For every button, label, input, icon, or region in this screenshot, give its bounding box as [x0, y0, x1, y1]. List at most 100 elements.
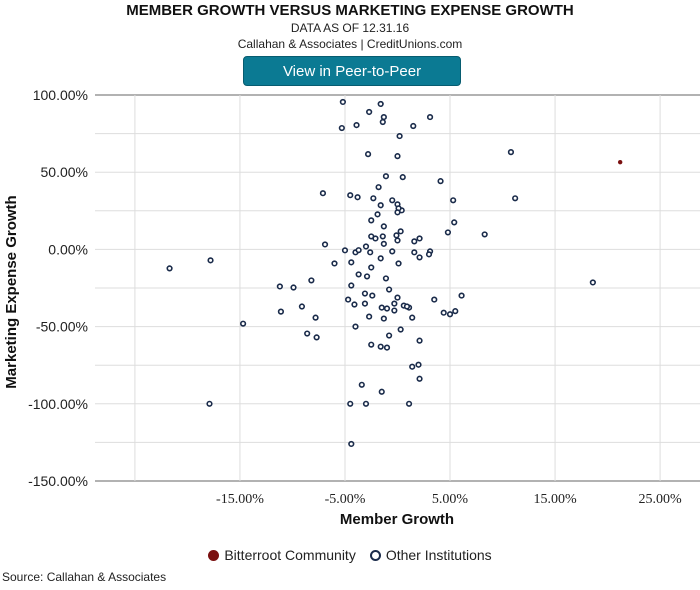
- data-point-other-institution: [367, 249, 374, 256]
- data-point-other-institution: [394, 294, 401, 301]
- data-point-other-institution: [361, 290, 369, 297]
- data-point-other-institution: [426, 113, 434, 121]
- chart-credit: Callahan & Associates | CreditUnions.com: [237, 37, 463, 51]
- data-point-other-institution: [239, 320, 247, 327]
- data-point-other-institution: [394, 153, 401, 160]
- data-point-other-institution: [409, 314, 416, 321]
- data-point-other-institution: [481, 231, 488, 238]
- data-point-other-institution: [331, 260, 338, 267]
- legend-label: Other Institutions: [385, 547, 492, 563]
- data-point-other-institution: [366, 108, 373, 116]
- data-point-other-institution: [355, 271, 362, 278]
- data-point-other-institution: [399, 174, 406, 181]
- data-point-other-institution: [364, 151, 372, 158]
- data-point-other-institution: [377, 255, 384, 262]
- data-point-other-institution: [411, 249, 418, 256]
- data-point-other-institution: [416, 375, 423, 382]
- data-point-other-institution: [396, 132, 403, 140]
- data-point-other-institution: [389, 197, 396, 204]
- data-point-other-institution: [353, 122, 360, 129]
- data-point-other-institution: [383, 344, 391, 351]
- data-point-other-institution: [345, 296, 352, 303]
- data-point-other-institution: [416, 337, 423, 344]
- data-point-other-institution: [290, 284, 297, 291]
- data-point-other-institution: [377, 343, 384, 350]
- data-point-other-institution: [378, 388, 385, 395]
- data-point-other-institution: [380, 113, 387, 121]
- data-point-other-institution: [351, 301, 358, 308]
- data-point-other-institution: [276, 283, 283, 290]
- data-point-other-institution: [348, 440, 355, 448]
- data-point-other-institution: [382, 173, 390, 180]
- data-point-other-institution: [362, 400, 370, 407]
- legend: Bitterroot Community Other Institutions: [0, 547, 700, 563]
- y-tick-label: -50.00%: [36, 319, 88, 335]
- y-tick-label: -100.00%: [28, 396, 88, 412]
- data-point-other-institution: [380, 315, 387, 322]
- data-point-other-institution: [385, 286, 393, 293]
- legend-item-others[interactable]: Other Institutions: [369, 547, 492, 563]
- data-point-other-institution: [338, 124, 345, 132]
- data-point-other-institution: [368, 264, 375, 271]
- legend-marker-filled-icon: [208, 549, 220, 561]
- data-point-other-institution: [446, 311, 454, 318]
- data-point-other-institution: [389, 248, 396, 255]
- data-point-other-institution: [403, 303, 411, 310]
- data-point-other-institution: [383, 305, 391, 312]
- data-point-other-institution: [308, 277, 315, 284]
- data-point-other-institution: [277, 308, 285, 315]
- data-point-other-institution: [394, 209, 401, 216]
- data-point-other-institution: [375, 184, 382, 191]
- data-point-other-institution: [377, 202, 384, 209]
- chart-title: MEMBER GROWTH VERSUS MARKETING EXPENSE G…: [126, 2, 574, 19]
- data-point-other-institution: [416, 235, 423, 242]
- data-point-other-institution: [370, 195, 377, 202]
- data-point-other-institution: [391, 300, 398, 307]
- data-point-other-institution: [348, 259, 355, 266]
- data-point-other-institution: [382, 275, 390, 282]
- legend-item-bitterroot[interactable]: Bitterroot Community: [208, 547, 356, 563]
- data-point-bitterroot: [617, 159, 623, 165]
- data-point-other-institution: [366, 313, 373, 320]
- data-point-other-institution: [409, 363, 416, 370]
- data-point-other-institution: [377, 100, 384, 108]
- x-tick-label: 5.00%: [432, 492, 469, 507]
- data-point-other-institution: [458, 292, 465, 299]
- data-point-other-institution: [368, 341, 375, 348]
- data-point-other-institution: [379, 233, 386, 240]
- data-point-other-institution: [379, 118, 386, 126]
- data-point-other-institution: [378, 304, 385, 311]
- data-point-other-institution: [304, 330, 311, 337]
- data-point-other-institution: [395, 260, 402, 267]
- data-point-other-institution: [512, 195, 519, 202]
- legend-label: Bitterroot Community: [224, 547, 356, 563]
- data-point-other-institution: [368, 217, 375, 224]
- data-point-other-institution: [380, 223, 387, 230]
- data-point-other-institution: [372, 235, 379, 242]
- data-point-other-institution: [440, 309, 447, 316]
- data-point-other-institution: [347, 192, 354, 199]
- data-point-other-institution: [410, 122, 417, 130]
- chart-subtitle: DATA AS OF 12.31.16: [290, 21, 410, 35]
- data-point-other-institution: [298, 303, 306, 310]
- data-point-other-institution: [354, 194, 361, 201]
- data-point-other-institution: [363, 273, 371, 280]
- data-point-other-institution: [397, 228, 404, 235]
- data-point-other-institution: [355, 247, 362, 254]
- view-in-peer-to-peer-button[interactable]: View in Peer-to-Peer: [243, 56, 461, 86]
- data-point-other-institution: [507, 149, 515, 156]
- data-point-other-institution: [415, 361, 422, 368]
- data-point-other-institution: [405, 400, 413, 407]
- data-point-other-institution: [411, 238, 418, 245]
- y-tick-label: -150.00%: [28, 473, 88, 489]
- x-tick-label: 25.00%: [639, 492, 683, 507]
- data-point-other-institution: [452, 308, 459, 315]
- data-point-other-institution: [385, 332, 393, 339]
- data-point-other-institution: [313, 334, 320, 341]
- data-point-other-institution: [361, 300, 369, 307]
- data-point-other-institution: [339, 98, 346, 106]
- data-point-other-institution: [374, 211, 381, 218]
- data-point-other-institution: [312, 314, 319, 321]
- data-point-other-institution: [358, 381, 365, 388]
- data-point-other-institution: [393, 232, 400, 239]
